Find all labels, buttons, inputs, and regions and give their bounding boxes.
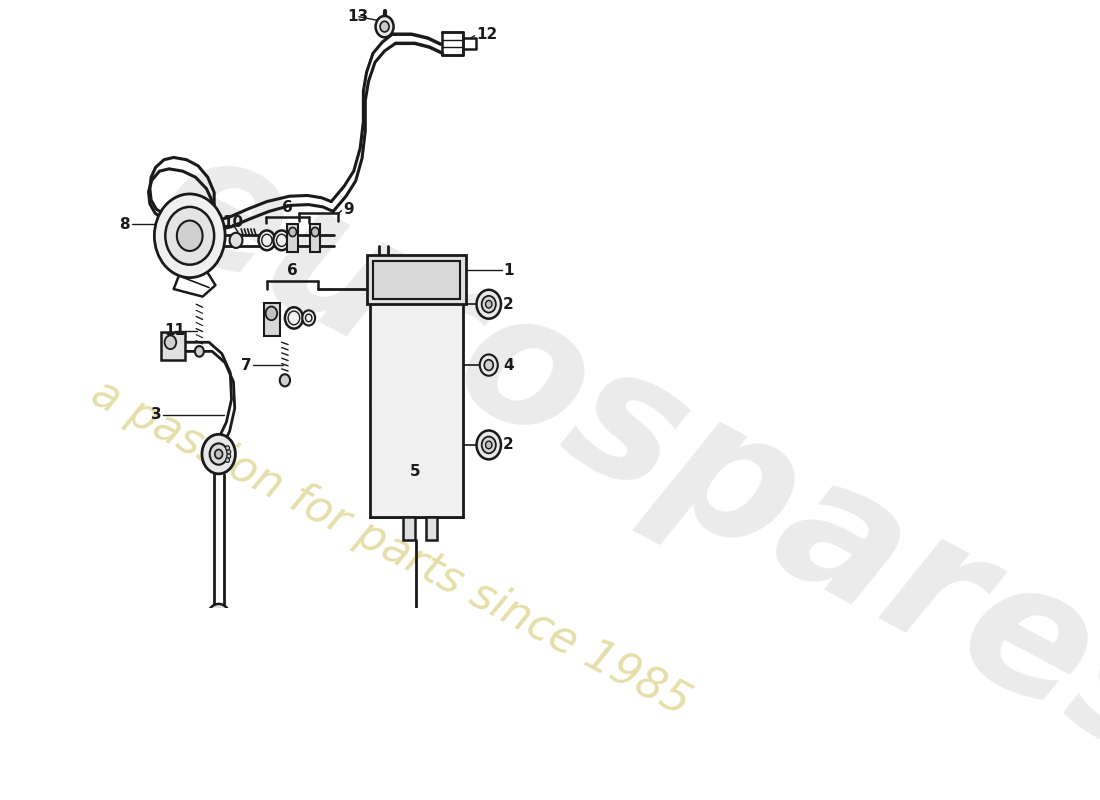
Text: 2: 2 (503, 438, 514, 453)
Bar (366, 254, 466, 304)
Text: 4: 4 (503, 358, 514, 373)
Text: 7: 7 (241, 358, 252, 373)
Circle shape (227, 454, 231, 458)
Circle shape (484, 360, 493, 370)
Circle shape (265, 306, 277, 320)
Circle shape (289, 227, 297, 237)
Circle shape (482, 296, 496, 313)
Bar (373, 261, 460, 299)
Circle shape (302, 310, 315, 326)
Circle shape (226, 458, 230, 462)
Bar (310, 224, 320, 252)
Circle shape (154, 194, 226, 278)
Text: 1: 1 (503, 262, 514, 278)
Text: a passion for parts since 1985: a passion for parts since 1985 (84, 371, 697, 724)
Circle shape (202, 434, 235, 474)
Circle shape (476, 290, 501, 318)
Circle shape (207, 604, 230, 631)
Text: 8: 8 (119, 217, 130, 232)
Text: 11: 11 (164, 323, 185, 338)
Circle shape (381, 22, 389, 32)
Text: 13: 13 (348, 10, 369, 24)
Circle shape (482, 437, 496, 454)
Text: 9: 9 (343, 202, 353, 217)
Bar (161, 332, 185, 360)
Circle shape (375, 16, 394, 38)
Text: 10: 10 (222, 215, 243, 230)
Circle shape (476, 430, 501, 459)
Circle shape (485, 441, 492, 449)
Bar (370, 301, 463, 517)
Circle shape (214, 450, 222, 458)
Circle shape (279, 374, 290, 386)
Text: eurospares: eurospares (129, 111, 1100, 800)
Circle shape (258, 230, 275, 250)
Text: 3: 3 (151, 407, 162, 422)
Circle shape (210, 443, 228, 465)
Circle shape (165, 335, 176, 349)
Circle shape (230, 233, 242, 248)
Bar (264, 302, 279, 336)
Text: 5: 5 (409, 464, 420, 479)
Bar (404, 517, 415, 540)
Circle shape (195, 346, 204, 357)
Circle shape (273, 230, 290, 250)
Circle shape (480, 354, 498, 376)
Circle shape (285, 307, 303, 329)
Bar (426, 517, 438, 540)
Circle shape (212, 610, 226, 625)
Circle shape (227, 450, 231, 454)
Circle shape (311, 227, 319, 237)
Circle shape (485, 301, 492, 308)
Text: 6: 6 (282, 200, 293, 215)
Bar (287, 224, 298, 252)
Text: 2: 2 (503, 297, 514, 312)
Circle shape (177, 221, 202, 251)
Circle shape (165, 207, 214, 265)
Text: 12: 12 (476, 26, 497, 42)
Circle shape (226, 446, 230, 450)
Text: 6: 6 (287, 263, 298, 278)
